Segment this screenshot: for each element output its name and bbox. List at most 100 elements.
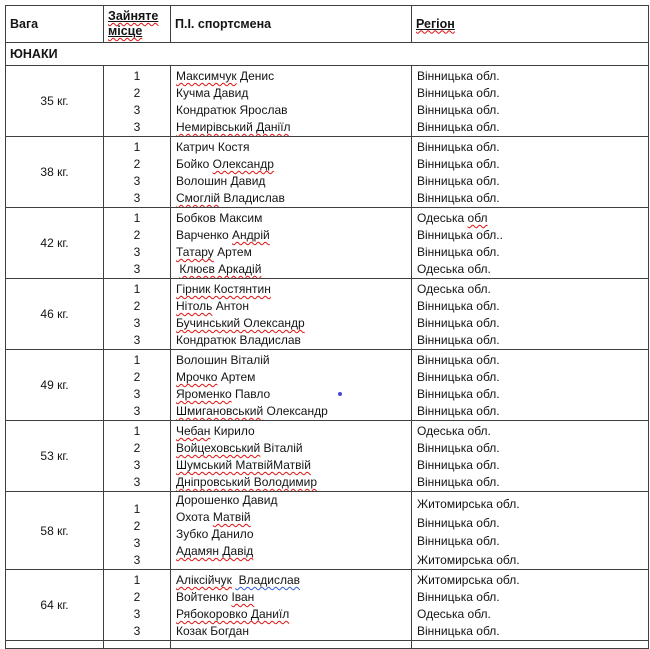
text-segment: Вінницька обл. xyxy=(417,245,500,259)
text-segment: Артем xyxy=(213,245,252,259)
text-segment: Катрич Костя xyxy=(176,140,250,154)
place-cell: 1 2 3 3 xyxy=(103,569,171,641)
text-segment: Волошин Давид xyxy=(176,174,266,188)
text-segment: Бобков Максим xyxy=(176,211,263,225)
header-label-wrap: П.І. спортсмена xyxy=(175,17,271,31)
region-cell: Одеська обл. Вінницька обл. Вінницька обл.… xyxy=(411,420,649,492)
text-segment: Павло xyxy=(231,387,271,401)
weight-cell: 42 кг. xyxy=(5,207,104,279)
place-value: 2 xyxy=(133,370,141,384)
place-value: 1 xyxy=(133,282,141,296)
text-segment: Вінницька обл. xyxy=(417,387,500,401)
header-cell-weight: Вага xyxy=(5,5,104,43)
weight-cell: 35 кг. xyxy=(5,65,104,137)
weight-group-row: 49 кг. 1 2 3 3 Волошин Віталій Мрочко Артем Яро… xyxy=(5,349,649,421)
text-segment: Денис xyxy=(236,69,275,83)
weight-cell: 49 кг. xyxy=(5,349,104,421)
athlete-name: Войтенко Іван xyxy=(176,589,408,606)
place-value: 2 xyxy=(133,590,141,604)
text-segment: Вінницька обл. xyxy=(417,404,500,418)
text-segment: Олександр xyxy=(263,404,328,418)
section-title: ЮНАКИ xyxy=(5,42,649,66)
region-cell: Вінницька обл. Вінницька обл. Вінницька об… xyxy=(411,65,649,137)
text-segment: Житомирська обл. xyxy=(417,573,520,587)
place-value: 3 xyxy=(133,245,141,259)
text-segment: Козак Богдан xyxy=(176,624,249,638)
text-segment: Одеська обл. xyxy=(417,607,491,621)
misspelled-text: Шумський МатвійМатвій xyxy=(176,458,311,472)
region-name: Вінницька обл. xyxy=(417,532,645,551)
region-name: Вінницька обл. xyxy=(417,156,645,173)
region-cell: Одеська обл Вінницька обл.. Вінницька обл.… xyxy=(411,207,649,279)
misspelled-text: Адамян Давід xyxy=(176,544,254,558)
text-segment: Вінницька обл. xyxy=(417,475,500,489)
text-segment: Антон xyxy=(212,299,249,313)
place-cell: 1 2 3 3 xyxy=(103,420,171,492)
text-segment: Одеська обл. xyxy=(417,262,491,276)
place-value: 2 xyxy=(133,299,141,313)
region-name: Вінницька обл. xyxy=(417,173,645,190)
weight-group-row: 58 кг. 1 2 3 3 Дорошенко Давид Охота Матвій Зуб… xyxy=(5,491,649,570)
text-segment: Охота xyxy=(176,510,213,524)
athlete-name: Бобков Максим xyxy=(176,210,408,227)
misspelled-text: Максимчук xyxy=(176,69,237,83)
text-segment: Вінницька обл. xyxy=(417,86,500,100)
stray-blue-dot xyxy=(338,392,343,396)
athlete-name: Аліксійчук Владислав xyxy=(176,572,408,589)
misspelled-text: Татару xyxy=(176,245,214,259)
text-segment: Кирило xyxy=(210,424,255,438)
text-segment: Бойко xyxy=(176,157,213,171)
place-value: 3 xyxy=(133,607,141,621)
place-value: 2 xyxy=(133,228,141,242)
athlete-name: Волошин Давид xyxy=(176,173,408,190)
text-segment: Дорошенко Давид xyxy=(176,493,278,507)
text-segment: Одеська xyxy=(417,211,468,225)
weight-group-row: 46 кг. 1 2 3 3 Гірник Костянтин Нітоль Антон Бу… xyxy=(5,278,649,350)
athletes-cell: Катрич Костя Бойко Олександр Волошин Давид… xyxy=(170,136,412,208)
weight-cell: 46 кг. xyxy=(5,278,104,350)
weight-label: 64 кг. xyxy=(40,598,69,612)
athlete-name: Чебан Кирило xyxy=(176,423,408,440)
region-name: Вінницька обл. xyxy=(417,589,645,606)
region-cell: Вінницька обл. Вінницька обл. Вінницька об… xyxy=(411,136,649,208)
place-value: 2 xyxy=(133,86,141,100)
clipped-cell xyxy=(103,640,171,649)
text-segment: Віталій xyxy=(260,441,303,455)
header-cell-athlete: П.І. спортсмена xyxy=(170,5,412,43)
athlete-name: Рябокоровко Даниїл xyxy=(176,606,408,623)
misspelled-text: Войцеховський xyxy=(176,441,261,455)
header-label: Регіон xyxy=(416,16,455,31)
misspelled-text: Андрій xyxy=(232,228,270,242)
place-value: 1 xyxy=(133,424,141,438)
text-segment: Вінницька обл. xyxy=(417,299,500,313)
weight-label: 49 кг. xyxy=(40,378,69,392)
header-label: Вага xyxy=(10,16,39,31)
region-name: Житомирська обл. xyxy=(417,551,645,569)
region-name: Одеська обл. xyxy=(417,261,645,278)
weight-group-row: 35 кг. 1 2 3 3 Максимчук Денис Кучма Давид Конд… xyxy=(5,65,649,137)
region-name: Вінницька обл. xyxy=(417,369,645,386)
weight-group-row: 64 кг. 1 2 3 3 Аліксійчук Владислав Войтенко І… xyxy=(5,569,649,641)
text-segment: Владислав xyxy=(220,191,285,205)
text-segment: Одеська обл. xyxy=(417,424,491,438)
misspelled-text: Матвій xyxy=(212,510,251,524)
text-segment: Вінницька обл. xyxy=(417,624,500,638)
athletes-cell: Гірник Костянтин Нітоль Антон Бучинський О… xyxy=(170,278,412,350)
misspelled-text: Аліксійчук xyxy=(176,573,232,587)
misspelled-text: Бучинський Олександр xyxy=(176,316,305,330)
place-cell: 1 2 3 3 xyxy=(103,278,171,350)
weight-label: 46 кг. xyxy=(40,307,69,321)
misspelled-text: Рябокоровко Даниїл xyxy=(176,607,290,621)
region-name: Вінницька обл. xyxy=(417,68,645,85)
athlete-name: Шумський МатвійМатвій xyxy=(176,457,408,474)
weight-label: 38 кг. xyxy=(40,165,69,179)
place-value: 2 xyxy=(133,157,141,171)
text-segment: Одеська обл. xyxy=(417,282,491,296)
clipped-cell xyxy=(411,640,649,649)
athlete-name: Катрич Костя xyxy=(176,139,408,156)
text-segment: Вінницька обл. xyxy=(417,191,500,205)
place-value: 3 xyxy=(133,387,141,401)
athlete-name: Охота Матвій xyxy=(176,509,408,526)
text-segment: Вінницька обл. xyxy=(417,370,500,384)
text-segment: Вінницька обл. xyxy=(417,353,500,367)
